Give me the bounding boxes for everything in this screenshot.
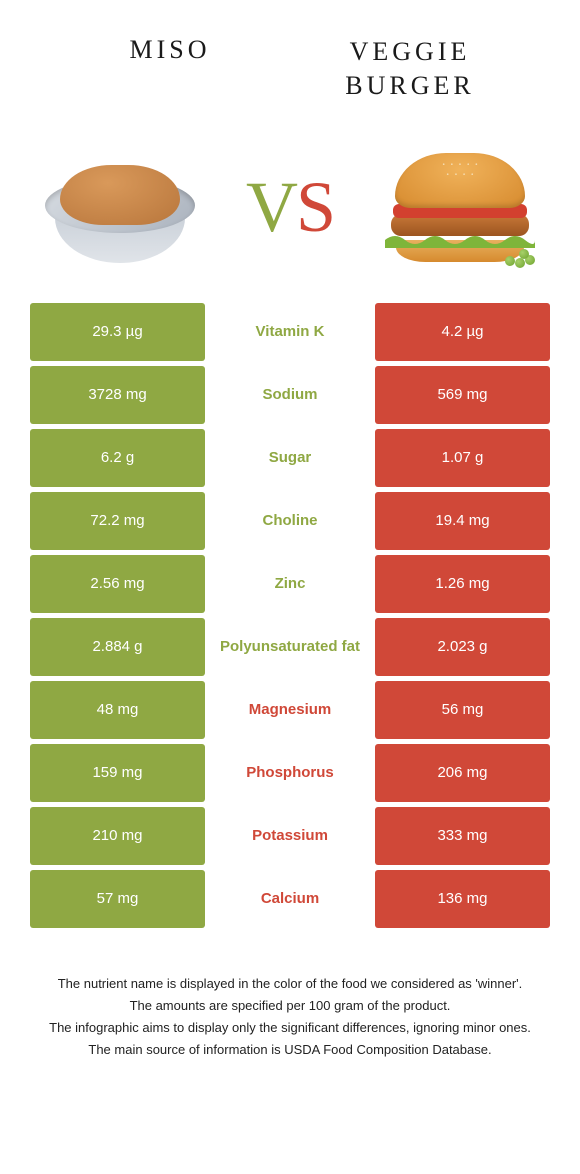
vs-label: VS xyxy=(246,166,334,249)
footer-line: The infographic aims to display only the… xyxy=(30,1017,550,1039)
burger-image xyxy=(380,143,540,273)
header: Miso Veggie Burger xyxy=(0,0,580,123)
left-value: 48 mg xyxy=(30,681,205,739)
nutrient-label: Zinc xyxy=(205,555,375,613)
table-row: 57 mgCalcium136 mg xyxy=(30,870,550,928)
nutrient-label: Sugar xyxy=(205,429,375,487)
table-row: 6.2 gSugar1.07 g xyxy=(30,429,550,487)
table-row: 29.3 µgVitamin K4.2 µg xyxy=(30,303,550,361)
nutrient-label: Potassium xyxy=(205,807,375,865)
right-value: 206 mg xyxy=(375,744,550,802)
miso-image xyxy=(40,143,200,273)
footer-line: The amounts are specified per 100 gram o… xyxy=(30,995,550,1017)
vs-v: V xyxy=(246,167,296,247)
right-value: 136 mg xyxy=(375,870,550,928)
title-right: Veggie Burger xyxy=(290,35,530,103)
nutrient-label: Calcium xyxy=(205,870,375,928)
footer-notes: The nutrient name is displayed in the co… xyxy=(0,933,580,1081)
nutrient-label: Magnesium xyxy=(205,681,375,739)
left-value: 2.56 mg xyxy=(30,555,205,613)
left-value: 6.2 g xyxy=(30,429,205,487)
nutrient-label: Polyunsaturated fat xyxy=(205,618,375,676)
right-value: 1.26 mg xyxy=(375,555,550,613)
nutrient-label: Choline xyxy=(205,492,375,550)
nutrient-label: Sodium xyxy=(205,366,375,424)
left-value: 210 mg xyxy=(30,807,205,865)
table-row: 2.884 gPolyunsaturated fat2.023 g xyxy=(30,618,550,676)
vs-s: S xyxy=(296,167,334,247)
right-value: 1.07 g xyxy=(375,429,550,487)
right-value: 4.2 µg xyxy=(375,303,550,361)
nutrient-table: 29.3 µgVitamin K4.2 µg3728 mgSodium569 m… xyxy=(0,303,580,928)
nutrient-label: Phosphorus xyxy=(205,744,375,802)
footer-line: The main source of information is USDA F… xyxy=(30,1039,550,1061)
right-value: 56 mg xyxy=(375,681,550,739)
left-value: 29.3 µg xyxy=(30,303,205,361)
table-row: 210 mgPotassium333 mg xyxy=(30,807,550,865)
left-value: 2.884 g xyxy=(30,618,205,676)
title-left: Miso xyxy=(50,35,290,103)
table-row: 2.56 mgZinc1.26 mg xyxy=(30,555,550,613)
table-row: 48 mgMagnesium56 mg xyxy=(30,681,550,739)
left-value: 3728 mg xyxy=(30,366,205,424)
table-row: 72.2 mgCholine19.4 mg xyxy=(30,492,550,550)
left-value: 57 mg xyxy=(30,870,205,928)
table-row: 159 mgPhosphorus206 mg xyxy=(30,744,550,802)
left-value: 159 mg xyxy=(30,744,205,802)
right-value: 569 mg xyxy=(375,366,550,424)
hero-row: VS xyxy=(0,123,580,303)
nutrient-label: Vitamin K xyxy=(205,303,375,361)
right-value: 2.023 g xyxy=(375,618,550,676)
right-value: 19.4 mg xyxy=(375,492,550,550)
right-value: 333 mg xyxy=(375,807,550,865)
table-row: 3728 mgSodium569 mg xyxy=(30,366,550,424)
footer-line: The nutrient name is displayed in the co… xyxy=(30,973,550,995)
left-value: 72.2 mg xyxy=(30,492,205,550)
